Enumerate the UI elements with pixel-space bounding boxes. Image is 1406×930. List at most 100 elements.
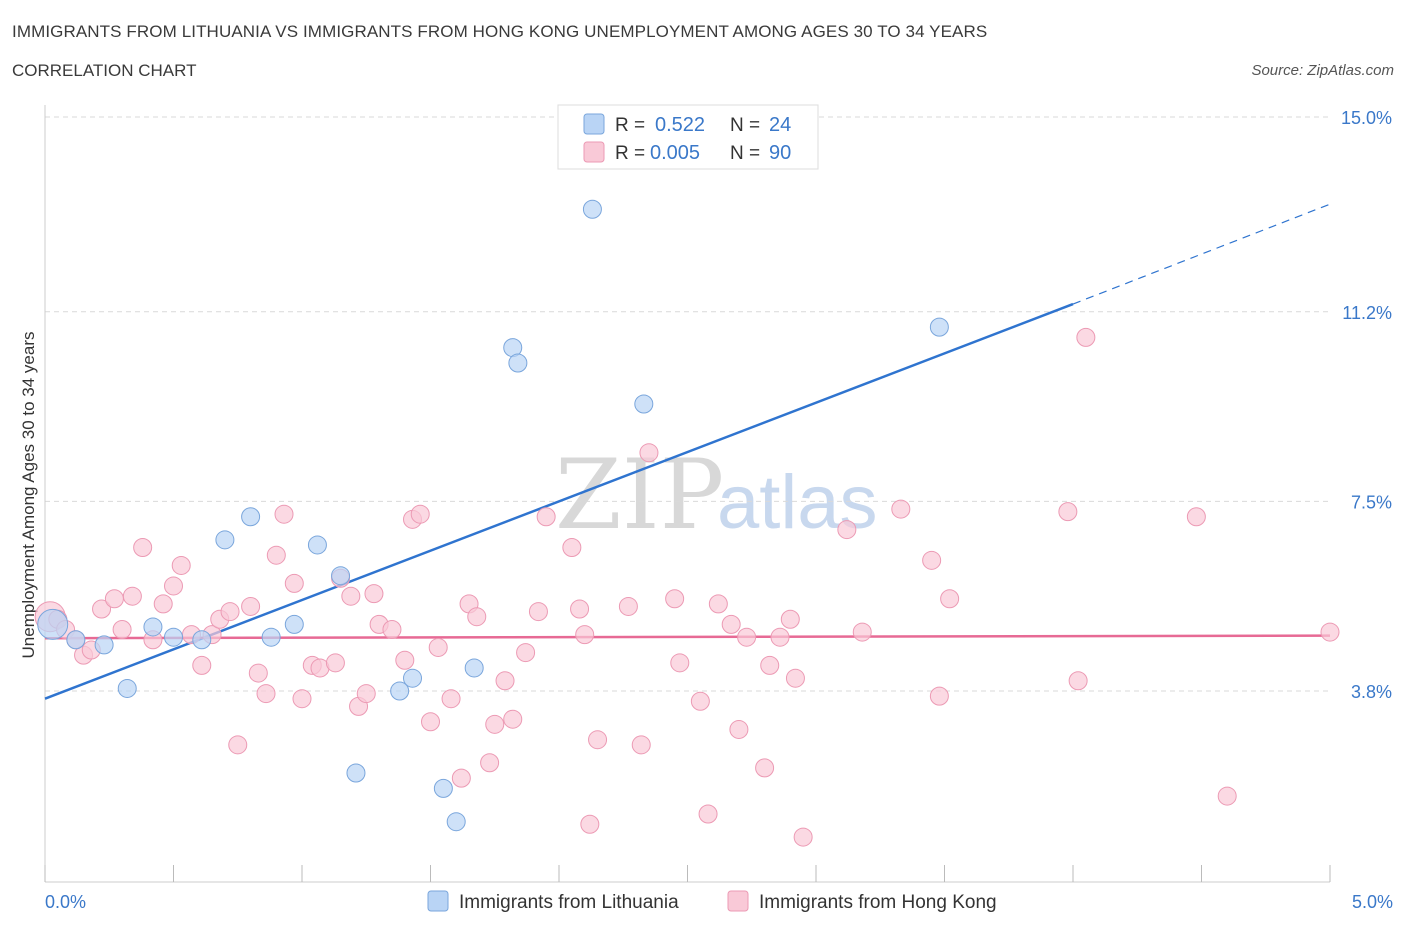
point-hongkong-21	[241, 596, 261, 616]
trend-line-lithuania-extension	[1072, 203, 1331, 305]
stats-legend-n-label-hongkong: N =	[730, 143, 760, 164]
point-lithuania-17	[446, 812, 466, 832]
point-hongkong-34	[356, 684, 376, 704]
point-hongkong-46	[467, 607, 487, 627]
point-hongkong-25	[274, 504, 294, 524]
stats-legend-swatch-hongkong	[583, 141, 605, 163]
point-lithuania-14	[390, 681, 410, 701]
point-hongkong-26	[284, 573, 304, 593]
legend-swatch-lithuania	[427, 890, 449, 912]
point-hongkong-24	[266, 545, 286, 565]
stats-legend-swatch-lithuania	[583, 113, 605, 135]
point-hongkong-72	[770, 627, 790, 647]
point-hongkong-57	[580, 814, 600, 834]
point-hongkong-23	[256, 684, 276, 704]
chart-title: IMMIGRANTS FROM LITHUANIA VS IMMIGRANTS …	[12, 22, 988, 41]
stats-legend-r-label-lithuania: R =	[615, 115, 645, 136]
point-lithuania-4	[143, 617, 163, 637]
point-hongkong-38	[395, 650, 415, 670]
point-hongkong-68	[729, 719, 749, 739]
point-hongkong-16	[192, 655, 212, 675]
point-hongkong-78	[891, 499, 911, 519]
point-hongkong-12	[153, 594, 173, 614]
point-hongkong-6	[92, 599, 112, 619]
stats-legend-r-label-hongkong: R =	[615, 143, 645, 164]
point-hongkong-86	[1217, 786, 1237, 806]
point-hongkong-73	[780, 609, 800, 629]
point-hongkong-60	[631, 735, 651, 755]
point-hongkong-22	[248, 663, 268, 683]
legend-label-lithuania: Immigrants from Lithuania	[459, 892, 679, 913]
point-lithuania-11	[307, 535, 327, 555]
x-tick-label-0: 0.0%	[45, 892, 86, 912]
stats-legend: R = 0.522 N = 24 R = 0.005 N = 90	[557, 104, 819, 170]
point-hongkong-56	[575, 625, 595, 645]
stats-legend-n-value-hongkong: 90	[769, 142, 791, 164]
point-hongkong-81	[940, 589, 960, 609]
point-hongkong-59	[618, 596, 638, 616]
axes	[44, 105, 1331, 883]
point-hongkong-9	[122, 586, 142, 606]
point-lithuania-9	[261, 627, 281, 647]
y-tick-label-1: 7.5%	[1351, 492, 1392, 512]
point-lithuania-10	[284, 614, 304, 634]
point-hongkong-74	[785, 668, 805, 688]
point-hongkong-54	[562, 538, 582, 557]
gridlines	[45, 116, 1330, 692]
point-hongkong-63	[670, 653, 690, 673]
point-hongkong-7	[104, 589, 124, 609]
point-hongkong-82	[1058, 502, 1078, 522]
point-lithuania-18	[464, 658, 484, 678]
point-hongkong-58	[588, 730, 608, 750]
point-lithuania-3	[117, 678, 137, 698]
point-lithuania-12	[331, 566, 351, 586]
chart-subtitle: CORRELATION CHART	[12, 61, 197, 80]
point-hongkong-55	[570, 599, 590, 619]
point-lithuania-15	[403, 668, 423, 688]
point-hongkong-67	[721, 614, 741, 634]
tick-labels: 3.8% 7.5% 11.2% 15.0% 0.0% 5.0%	[45, 108, 1393, 912]
point-hongkong-77	[852, 622, 872, 642]
point-hongkong-47	[480, 753, 500, 773]
point-hongkong-80	[929, 686, 949, 706]
point-hongkong-27	[292, 689, 312, 709]
x-tick-label-1: 5.0%	[1352, 892, 1393, 912]
point-hongkong-75	[793, 827, 813, 847]
y-tick-label-0: 3.8%	[1351, 682, 1392, 702]
stats-legend-n-value-lithuania: 24	[769, 114, 791, 136]
point-lithuania-1	[66, 630, 86, 650]
point-lithuania-16	[433, 778, 453, 798]
source-credit: Source: ZipAtlas.com	[1251, 62, 1394, 79]
point-hongkong-70	[755, 758, 775, 778]
point-hongkong-14	[171, 555, 191, 575]
point-hongkong-32	[341, 586, 361, 606]
trend-line-hongkong	[44, 634, 1331, 640]
point-lithuania-8	[241, 507, 261, 527]
point-hongkong-71	[760, 655, 780, 675]
stats-legend-r-value-hongkong: 0.005	[650, 142, 700, 164]
point-hongkong-30	[325, 653, 345, 673]
point-hongkong-13	[164, 576, 183, 596]
point-hongkong-10	[133, 538, 153, 557]
y-tick-label-2: 11.2%	[1342, 303, 1392, 323]
point-lithuania-21	[582, 199, 602, 219]
point-hongkong-65	[698, 804, 718, 824]
point-hongkong-62	[665, 589, 685, 609]
y-tick-label-3: 15.0%	[1341, 108, 1392, 128]
point-hongkong-48	[485, 714, 505, 734]
data-points	[34, 199, 1340, 847]
point-lithuania-6	[192, 630, 212, 650]
point-hongkong-41	[421, 712, 440, 732]
point-lithuania-20	[508, 353, 528, 373]
point-hongkong-37	[382, 620, 402, 639]
stats-legend-r-value-lithuania: 0.522	[655, 114, 705, 136]
point-hongkong-52	[528, 602, 548, 622]
point-hongkong-83	[1068, 671, 1088, 691]
point-hongkong-44	[451, 768, 471, 788]
point-hongkong-69	[737, 627, 757, 647]
point-lithuania-7	[215, 530, 235, 550]
point-hongkong-76	[837, 520, 857, 540]
point-hongkong-49	[495, 671, 515, 691]
stats-legend-n-label-lithuania: N =	[730, 115, 760, 136]
